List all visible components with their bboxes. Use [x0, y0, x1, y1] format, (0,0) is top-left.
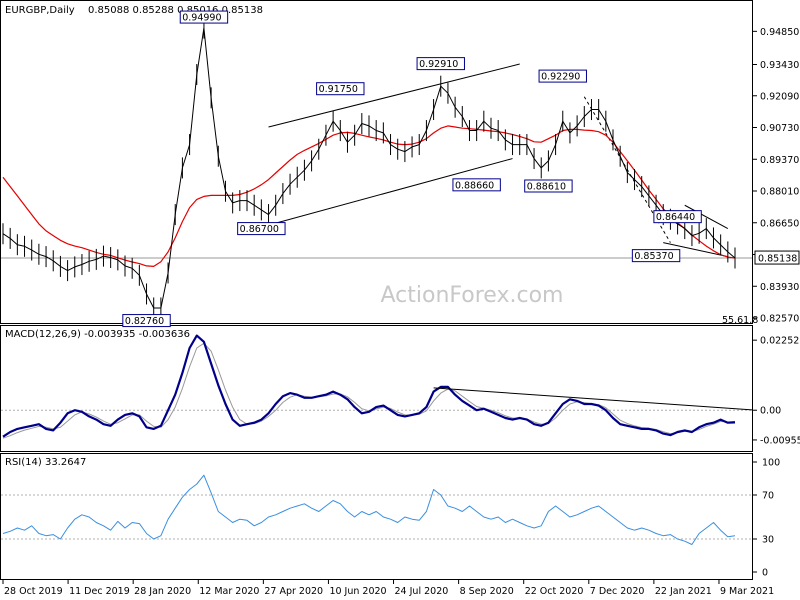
price-annotation-box	[122, 314, 171, 328]
price-annotation-box	[524, 179, 573, 193]
current-price-label: 0.85138	[758, 254, 797, 265]
x-axis: 28 Oct 2019 11 Dec 2019 28 Jan 2020 12 Mar …	[2, 580, 774, 597]
x-tick-label: 11 Dec 2019	[69, 586, 130, 597]
macd-series	[1, 334, 753, 439]
main-y-axis: 0.94850 0.93430 0.92090 0.90730 0.89370 0.880…	[752, 27, 800, 325]
rsi-y-tick-label: 100	[762, 458, 780, 469]
price-annotation-label: 0.85370	[634, 251, 673, 262]
price-annotation-label: 0.92290	[541, 72, 580, 83]
price-annotation-label: 0.94990	[182, 13, 221, 24]
moving-average-path	[2, 125, 736, 267]
main-header-ohlc: 0.85088 0.85288 0.85016 0.85138	[88, 5, 263, 16]
price-annotation-box	[179, 10, 229, 24]
rsi-panel-border	[0, 453, 753, 580]
x-tick-label: 24 Jul 2020	[395, 586, 449, 597]
price-annotation-label: 0.88660	[455, 180, 494, 191]
macd-y-tick-label: 0.022521	[760, 336, 800, 347]
y-tick-label: 0.93430	[760, 60, 799, 71]
x-tick-label: 27 Apr 2020	[264, 586, 323, 597]
x-tick-label: 22 Jan 2021	[655, 586, 712, 597]
rsi-header: RSI(14) 33.2647	[5, 457, 86, 468]
wedge-lower-line	[663, 242, 728, 258]
x-tick-label: 12 Mar 2020	[199, 586, 259, 597]
price-annotation-box	[416, 57, 465, 71]
main-header-symbol: EURGBP,Daily	[5, 5, 75, 16]
rsi-y-tick-label: 0	[762, 568, 768, 579]
price-annotation-box	[316, 82, 365, 96]
price-annotation-label: 0.88610	[527, 182, 566, 193]
channel-upper-line	[268, 63, 520, 128]
y-tick-label: 0.82570	[760, 314, 799, 325]
x-tick-label: 8 Sep 2020	[460, 586, 514, 597]
macd-y-axis: 0.022521 0.00 -0.009554	[752, 336, 800, 446]
price-annotation-label: 0.86440	[656, 212, 695, 223]
price-annotation-label: 0.82760	[125, 316, 164, 327]
rsi-y-axis: 100 70 30 0	[752, 458, 780, 579]
corner-text: 55.61.8	[722, 315, 758, 326]
y-tick-label: 0.92090	[760, 91, 799, 102]
rsi-y-tick-label: 30	[762, 535, 774, 546]
price-annotation-box	[237, 222, 286, 236]
macd-header: MACD(12,26,9) -0.003935 -0.003636	[5, 329, 190, 340]
price-annotation-label: 0.92910	[419, 59, 458, 70]
rsi-y-tick-label: 70	[762, 491, 774, 502]
rsi-series	[1, 474, 752, 545]
price-annotation-box	[631, 249, 681, 263]
x-tick-label: 7 Dec 2020	[590, 586, 645, 597]
price-annotation-label: 0.91750	[319, 84, 358, 95]
macd-trendline	[433, 387, 753, 411]
main-panel-border	[0, 0, 753, 324]
watermark: ActionForex.com	[381, 283, 564, 308]
x-tick-label: 28 Jan 2020	[134, 586, 191, 597]
macd-line	[2, 334, 736, 438]
current-price-box	[754, 250, 800, 265]
price-annotation-box	[452, 178, 501, 192]
price-annotations: 0.82760 0.94990 0.86700 0.91750 0.92910 0.886…	[122, 10, 702, 328]
rsi-line	[2, 474, 736, 545]
x-tick-label: 9 Mar 2021	[720, 586, 774, 597]
wedge-upper-line	[684, 204, 729, 230]
moving-average-line	[2, 125, 736, 267]
y-tick-label: 0.94850	[760, 27, 799, 38]
x-tick-label: 10 Jun 2020	[329, 586, 386, 597]
y-tick-label: 0.83930	[760, 282, 799, 293]
y-tick-label: 0.89370	[760, 155, 799, 166]
price-annotation-box	[538, 69, 587, 83]
y-tick-label: 0.86650	[760, 218, 799, 229]
x-tick-label: 22 Oct 2020	[525, 586, 584, 597]
x-tick-label: 28 Oct 2019	[4, 586, 63, 597]
y-tick-label: 0.88010	[760, 187, 799, 198]
macd-y-tick-label: -0.009554	[760, 435, 800, 446]
macd-y-tick-label: 0.00	[760, 406, 781, 417]
price-annotation-box	[653, 210, 702, 224]
price-annotation-label: 0.86700	[240, 224, 279, 235]
macd-panel-border	[0, 325, 753, 452]
price-close-line	[2, 27, 736, 309]
channel-lower-line	[268, 158, 513, 226]
price-series	[2, 17, 736, 319]
y-tick-label: 0.90730	[760, 123, 799, 134]
